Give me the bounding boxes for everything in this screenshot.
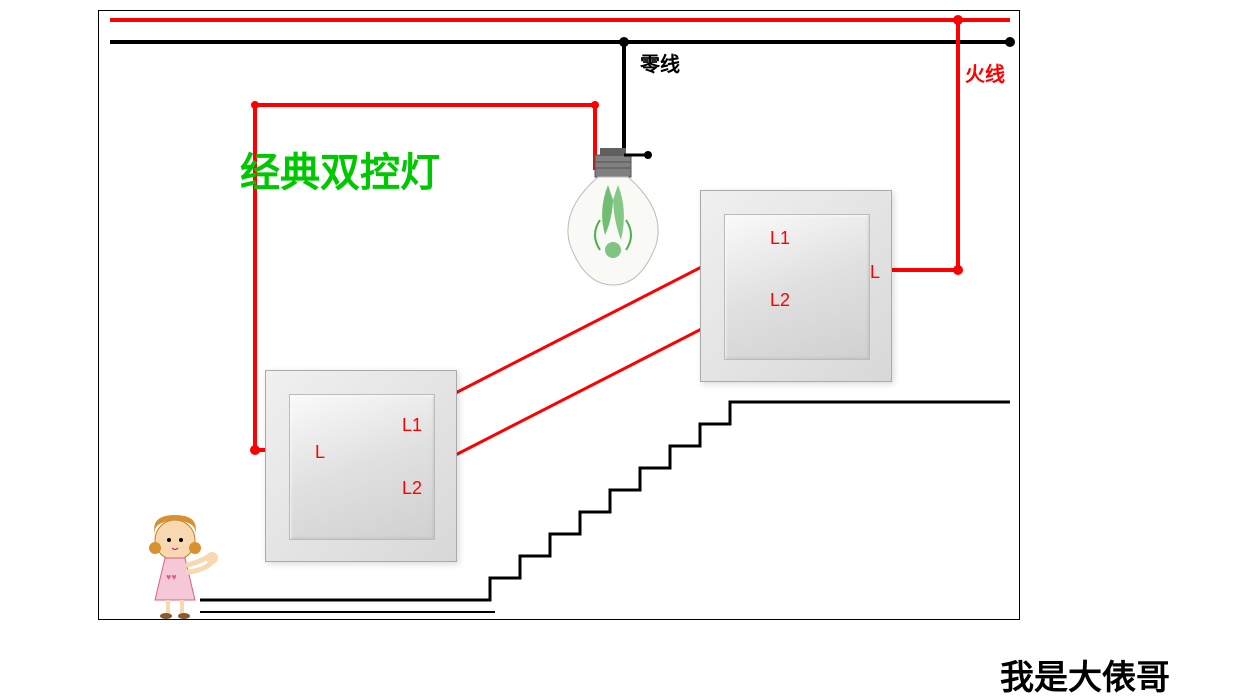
svg-text:♥♥: ♥♥: [166, 572, 177, 582]
diagram-canvas: ♥♥ L L1 L2 L L1 L2 经典双控灯 零线 火线 我是大俵哥: [0, 0, 1254, 696]
sw1-L2-label: L2: [402, 478, 422, 499]
sw2-L-label: L: [870, 262, 880, 283]
sw1-L-label: L: [315, 442, 325, 463]
bulb-icon: [568, 148, 658, 285]
diagram-title: 经典双控灯: [240, 140, 440, 198]
switch-1: [265, 370, 457, 562]
sw1-L1-label: L1: [402, 415, 422, 436]
live-label: 火线: [965, 58, 1005, 87]
sw2-L2-label: L2: [770, 290, 790, 311]
author-signature: 我是大俵哥: [1000, 650, 1170, 699]
switch-2-rocker[interactable]: [724, 214, 870, 360]
switch-2: [700, 190, 892, 382]
sw2-L1-label: L1: [770, 228, 790, 249]
wiring-svg: ♥♥: [0, 0, 1254, 696]
girl-icon: ♥♥: [149, 515, 218, 619]
neutral-label: 零线: [640, 48, 680, 77]
